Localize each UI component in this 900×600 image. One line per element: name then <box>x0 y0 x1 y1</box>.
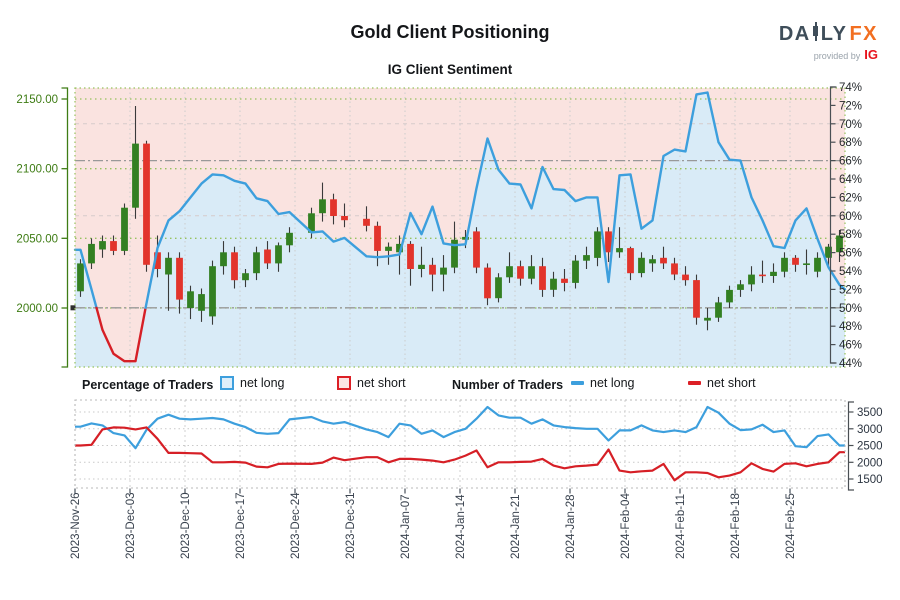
net-long-pct-swatch <box>220 376 234 390</box>
legend-pct-net-short: net short <box>337 376 406 390</box>
svg-text:58%: 58% <box>839 229 862 241</box>
ig-logo: IG <box>864 47 878 62</box>
svg-text:2050.00: 2050.00 <box>16 233 58 245</box>
fifty-pct-marker <box>70 305 76 311</box>
svg-text:2023-Dec-31: 2023-Dec-31 <box>345 493 357 559</box>
svg-text:2500: 2500 <box>857 441 883 453</box>
svg-text:2024-Jan-28: 2024-Jan-28 <box>565 494 577 559</box>
svg-text:62%: 62% <box>839 192 862 204</box>
traders-chart <box>74 399 846 489</box>
net-long-count-swatch <box>571 381 584 385</box>
svg-text:52%: 52% <box>839 284 862 296</box>
svg-text:2023-Dec-24: 2023-Dec-24 <box>290 492 302 559</box>
svg-text:2023-Nov-26: 2023-Nov-26 <box>70 493 82 559</box>
svg-text:70%: 70% <box>839 119 862 131</box>
legend: Percentage of Traders net long net short… <box>0 376 900 396</box>
legend-number-title: Number of Traders <box>452 378 564 392</box>
dailyfx-logo: DA LY FX provided by IG <box>778 22 878 62</box>
svg-text:3000: 3000 <box>857 424 883 436</box>
svg-text:68%: 68% <box>839 137 862 149</box>
svg-text:66%: 66% <box>839 156 862 168</box>
svg-text:2000: 2000 <box>857 457 883 469</box>
svg-text:2024-Jan-07: 2024-Jan-07 <box>400 494 412 559</box>
main-chart <box>70 87 847 368</box>
net-long-label: net long <box>590 376 635 390</box>
logo-text-ly: LY <box>820 23 848 45</box>
traders-net-short-line <box>75 426 845 482</box>
svg-text:2023-Dec-17: 2023-Dec-17 <box>235 493 247 559</box>
svg-text:2023-Dec-03: 2023-Dec-03 <box>125 493 137 559</box>
logo-candlestick-icon <box>813 22 819 41</box>
svg-text:2023-Dec-10: 2023-Dec-10 <box>180 493 192 559</box>
logo-text-da: DA <box>778 23 811 45</box>
dailyfx-wordmark: DA LY FX <box>778 22 878 45</box>
legend-percentage-title: Percentage of Traders <box>82 378 214 392</box>
svg-text:2024-Feb-04: 2024-Feb-04 <box>620 493 632 559</box>
svg-text:54%: 54% <box>839 266 862 278</box>
legend-pct-net-long: net long <box>220 376 284 390</box>
svg-text:1500: 1500 <box>857 474 883 486</box>
svg-text:48%: 48% <box>839 321 862 333</box>
net-short-count-swatch <box>688 381 701 385</box>
legend-count-net-short: net short <box>688 376 756 390</box>
svg-text:60%: 60% <box>839 211 862 223</box>
logo-text-fx: FX <box>849 23 878 45</box>
traders-net-long-line <box>75 405 845 450</box>
candlesticks <box>77 106 843 331</box>
provided-by-label: provided by <box>813 51 861 61</box>
svg-text:2024-Jan-14: 2024-Jan-14 <box>455 494 467 559</box>
page-subtitle: IG Client Sentiment <box>387 62 513 77</box>
percent-axis: 74% 72% 70% 68% 66% 64% 62% 60% 58% 56% 54% 52% 50% 4… <box>829 82 862 370</box>
price-axis-labels: 2150.00 2100.00 2050.00 2000.00 <box>16 94 58 315</box>
svg-text:2000.00: 2000.00 <box>16 303 58 315</box>
svg-text:74%: 74% <box>839 82 862 94</box>
svg-text:3500: 3500 <box>857 407 883 419</box>
net-long-pct-line <box>73 91 847 363</box>
price-axis <box>61 87 69 368</box>
svg-text:2150.00: 2150.00 <box>16 94 58 106</box>
net-long-label: net long <box>240 376 285 390</box>
svg-text:2024-Jan-21: 2024-Jan-21 <box>510 494 522 559</box>
legend-count-net-long: net long <box>571 376 634 390</box>
net-long-area <box>75 92 845 367</box>
net-short-label: net short <box>707 376 756 390</box>
svg-text:64%: 64% <box>839 174 862 186</box>
svg-text:44%: 44% <box>839 358 862 370</box>
svg-text:72%: 72% <box>839 100 862 112</box>
x-axis-labels: 2023-Nov-26 2023-Dec-03 2023-Dec-10 2023-De… <box>70 488 797 559</box>
svg-text:2024-Feb-25: 2024-Feb-25 <box>785 493 797 559</box>
page-title: Gold Client Positioning <box>350 22 550 42</box>
net-short-pct-swatch <box>337 376 351 390</box>
svg-text:2100.00: 2100.00 <box>16 164 58 176</box>
svg-text:2024-Feb-18: 2024-Feb-18 <box>730 493 742 559</box>
svg-text:56%: 56% <box>839 248 862 260</box>
svg-text:2024-Feb-11: 2024-Feb-11 <box>675 494 687 559</box>
count-axis: 3500 3000 2500 2000 1500 <box>847 401 883 491</box>
net-short-label: net short <box>357 376 406 390</box>
svg-text:50%: 50% <box>839 303 862 315</box>
svg-text:46%: 46% <box>839 340 862 352</box>
provided-by-ig: provided by IG <box>779 47 878 62</box>
